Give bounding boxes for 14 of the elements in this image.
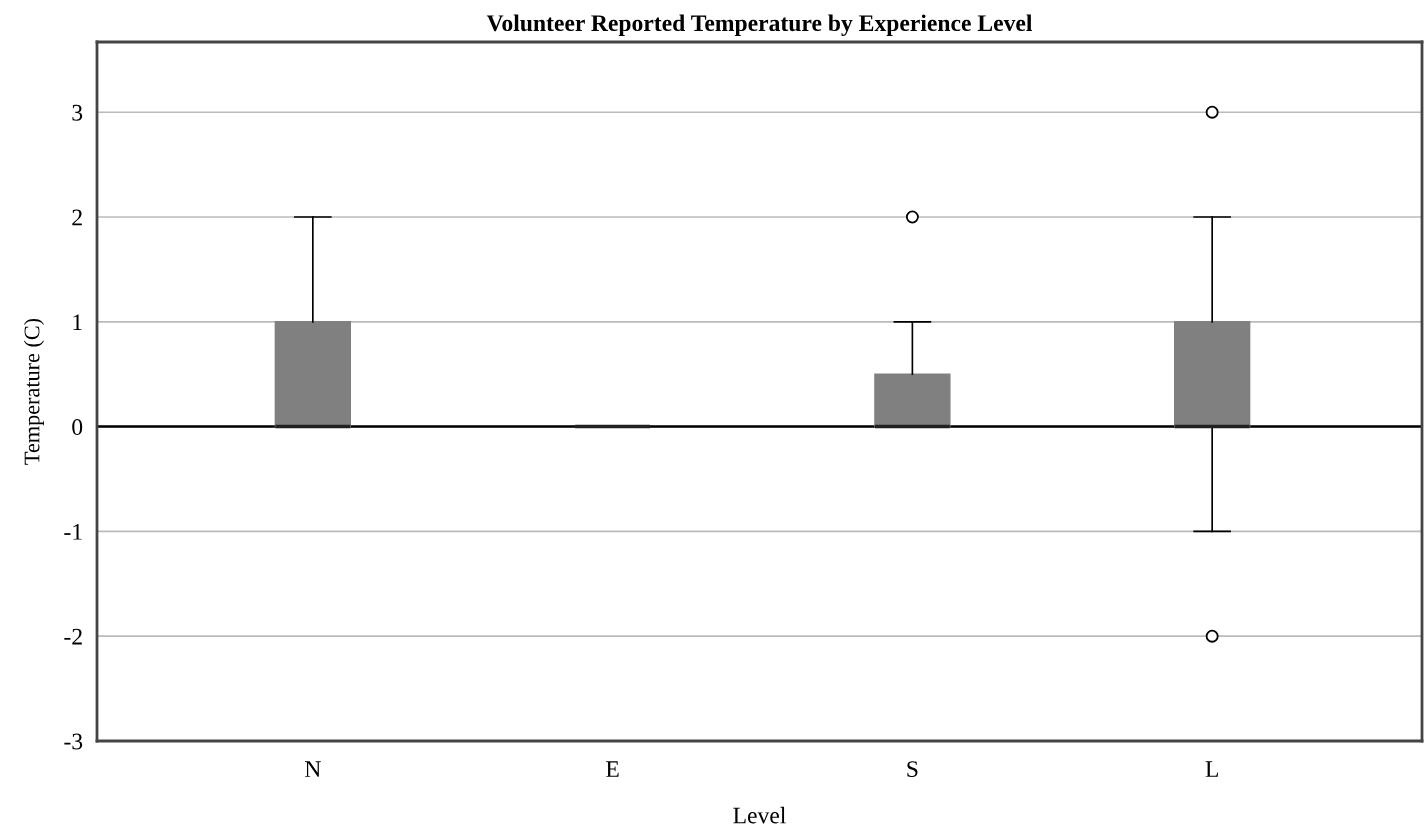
y-tick-label: 3 <box>72 104 83 121</box>
y-tick-label: -2 <box>64 628 82 645</box>
y-tick-label: 0 <box>72 419 83 436</box>
x-tick-label: S <box>907 761 918 778</box>
y-tick-label: 2 <box>72 209 82 226</box>
x-axis-title: Level <box>733 806 786 824</box>
y-tick-label: 1 <box>73 314 82 330</box>
chart-title: Volunteer Reported Temperature by Experience Level <box>486 14 1033 36</box>
x-tick-label: N <box>304 761 321 777</box>
y-axis-title: Temperature (C) <box>23 318 44 465</box>
x-tick-label: E <box>606 761 619 777</box>
x-tick-label: L <box>1205 761 1218 777</box>
y-tick-label: -3 <box>64 733 83 750</box>
y-tick-label: -1 <box>64 524 82 540</box>
